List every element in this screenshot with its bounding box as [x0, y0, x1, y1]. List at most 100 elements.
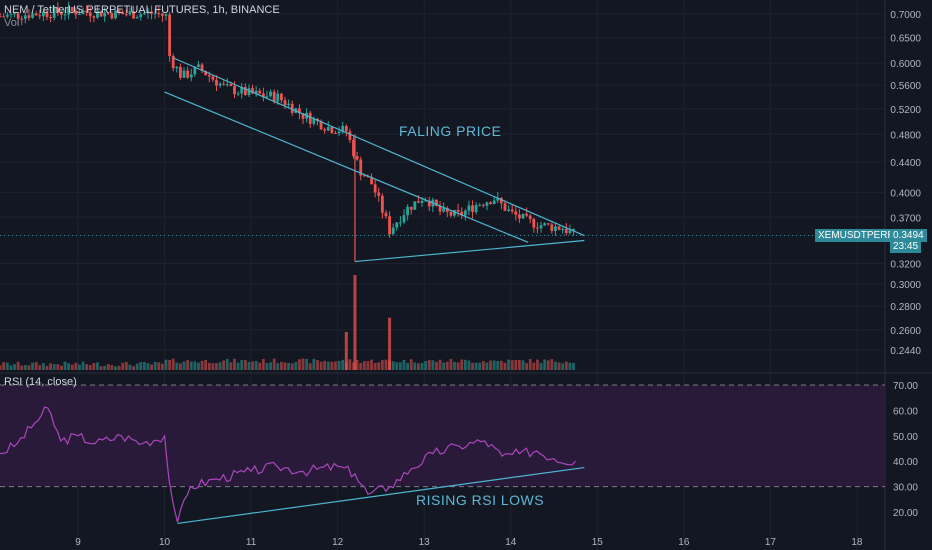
price-tick-label: 0.4400 [890, 158, 921, 169]
candle-body [445, 208, 449, 212]
price-tick-label: 0.5200 [890, 105, 921, 116]
volume-bar [568, 362, 572, 370]
volume-bar [499, 360, 503, 370]
time-tick-label: 10 [159, 537, 171, 548]
volume-bar [106, 364, 110, 370]
price-tick-label: 0.6000 [890, 59, 921, 70]
candle-body [485, 202, 489, 206]
candle-body [499, 197, 503, 204]
volume-bar [366, 361, 370, 370]
candle-body [564, 228, 568, 233]
rsi-line [0, 406, 577, 523]
volume-bar [481, 361, 485, 370]
volume-bar [334, 361, 337, 370]
volume-bar [532, 362, 536, 370]
volume-bar [222, 360, 226, 370]
volume-bar [0, 365, 2, 370]
volume-bar [200, 360, 204, 370]
candle-body [121, 12, 125, 15]
volume-bar [45, 365, 49, 370]
candle-body [409, 206, 413, 210]
candle-body [164, 14, 168, 16]
rsi-tick-label: 50.00 [893, 432, 918, 443]
volume-bar [265, 362, 269, 370]
volume-bar [168, 359, 171, 370]
volume-bar [261, 358, 265, 370]
volume-bar [543, 359, 547, 370]
volume-bar [229, 362, 233, 370]
volume-bar [92, 363, 96, 370]
candle-body [247, 88, 251, 96]
candle-body [34, 13, 38, 16]
volume-bar [406, 362, 410, 370]
candle-body [539, 225, 543, 229]
candle-body [207, 75, 211, 77]
price-tick-label: 0.3700 [890, 213, 921, 224]
volume-bar [409, 359, 413, 370]
volume-bar [528, 358, 532, 370]
candle-body [319, 120, 323, 130]
candle-body [16, 13, 20, 19]
volume-bar [193, 361, 197, 370]
volume-bar [157, 362, 161, 370]
rsi-tick-label: 60.00 [893, 406, 918, 417]
candle-body [323, 129, 327, 131]
candle-body [193, 66, 197, 75]
candle-body [41, 11, 45, 17]
volume-bar [474, 362, 478, 370]
volume-bar [326, 361, 330, 370]
candle-body [99, 10, 103, 17]
volume-bar [132, 366, 135, 370]
volume-bar [554, 361, 557, 370]
volume-bar [438, 359, 442, 370]
volume-bar [251, 361, 254, 370]
candle-body [380, 195, 384, 213]
candle-body [528, 215, 532, 219]
candle-body [135, 17, 139, 19]
volume-bar [380, 360, 384, 370]
candle-body [31, 13, 34, 18]
volume-bar [182, 361, 186, 370]
volume-bar [81, 361, 85, 370]
candle-body [197, 64, 200, 67]
rsi-trendline [177, 466, 585, 525]
candle-body [20, 18, 24, 20]
volume-bar [348, 359, 352, 370]
candle-body [189, 74, 193, 78]
candle-body [471, 205, 474, 212]
volume-bar [460, 359, 464, 370]
candle-body [128, 11, 132, 15]
candle-body [366, 176, 370, 178]
volume-bar [160, 363, 164, 370]
volume-bar [478, 362, 482, 370]
candle-body [265, 96, 269, 98]
candle-body [106, 12, 110, 14]
candle-body [52, 7, 56, 18]
volume-bar [31, 362, 34, 370]
candle-body [507, 209, 510, 211]
volume-bar [431, 360, 435, 370]
volume-bar [247, 361, 251, 370]
price-tick-label: 0.4000 [890, 188, 921, 199]
candle-body [92, 16, 96, 18]
volume-bar [453, 361, 456, 370]
volume-bar [391, 361, 395, 370]
time-tick-label: 11 [246, 537, 257, 548]
volume-bar [233, 358, 236, 370]
volume-bar [128, 364, 132, 370]
volume-bar [135, 363, 139, 370]
candle-body [225, 84, 229, 86]
candle-body [49, 16, 52, 18]
candle-body [518, 214, 521, 219]
volume-bar [49, 363, 52, 370]
volume-bar [287, 362, 291, 370]
volume-bar [142, 362, 146, 370]
volume-bar [243, 359, 247, 370]
candle-body [568, 230, 572, 233]
volume-bar [298, 359, 301, 370]
rsi-tick-label: 40.00 [893, 457, 918, 468]
candle-body [251, 88, 254, 94]
volume-bar [52, 364, 56, 370]
candle-body [478, 204, 482, 206]
